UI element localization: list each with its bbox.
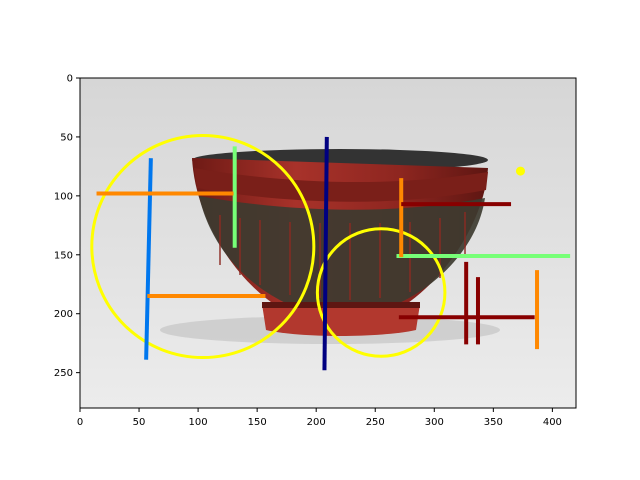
y-axis-ticks: 0 50 100 150 200 250	[54, 74, 80, 379]
x-tick-label: 0	[77, 417, 83, 428]
x-tick-label: 200	[307, 417, 326, 428]
bowl-photo	[80, 78, 576, 408]
x-tick-label: 50	[133, 417, 146, 428]
overlay-segment	[322, 136, 329, 371]
y-tick-label: 250	[54, 368, 73, 379]
overlay-circle	[90, 134, 316, 360]
x-axis-ticks: 0 50 100 150 200 250 300 350 400	[77, 408, 562, 428]
overlay-point	[515, 166, 525, 176]
x-tick-label: 400	[543, 417, 562, 428]
y-tick-label: 150	[54, 250, 73, 261]
overlay-annotations	[90, 134, 571, 371]
x-tick-label: 300	[425, 417, 444, 428]
y-tick-label: 100	[54, 191, 73, 202]
x-tick-label: 150	[248, 417, 267, 428]
x-tick-label: 100	[189, 417, 208, 428]
y-tick-label: 0	[67, 74, 73, 85]
axes-frame	[79, 77, 577, 409]
y-tick-label: 200	[54, 309, 73, 320]
x-tick-label: 250	[366, 417, 385, 428]
x-tick-label: 350	[484, 417, 503, 428]
overlay-circle	[315, 227, 447, 358]
y-tick-label: 50	[60, 132, 73, 143]
